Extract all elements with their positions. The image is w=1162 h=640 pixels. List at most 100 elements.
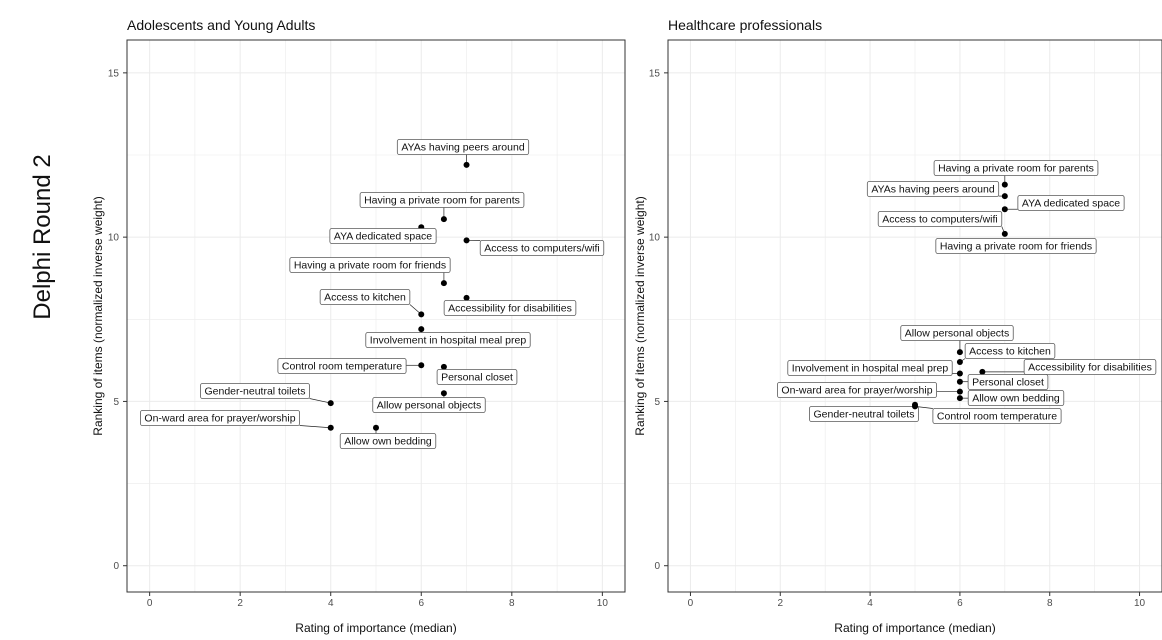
data-label-text: AYAs having peers around [401, 142, 525, 154]
data-point [327, 424, 334, 431]
x-axis-label: Rating of importance (median) [834, 621, 995, 635]
data-label-text: Access to kitchen [324, 292, 406, 304]
data-label-text: Personal closet [441, 372, 513, 384]
y-tick-label: 10 [649, 233, 661, 244]
data-label-box [200, 383, 310, 399]
data-label: Accessibility for disabilities [1023, 359, 1157, 375]
data-point [956, 395, 963, 402]
data-label-text: Gender-neutral toilets [814, 409, 915, 421]
x-tick-label: 4 [867, 598, 873, 609]
data-point [418, 326, 425, 333]
data-point [1001, 206, 1008, 213]
data-label: Personal closet [967, 374, 1049, 390]
data-label: Having a private room for parents [933, 160, 1099, 176]
data-label-box [777, 382, 937, 398]
x-tick-label: 0 [688, 598, 694, 609]
data-label-box [277, 358, 407, 374]
data-point [912, 403, 918, 410]
data-label: Gender-neutral toilets [200, 383, 310, 399]
data-label-text: Gender-neutral toilets [205, 386, 306, 398]
data-label: Access to computers/wifi [877, 211, 1003, 227]
data-label-box [935, 238, 1097, 254]
data-label: Control room temperature [277, 358, 407, 374]
label-connector [299, 425, 331, 429]
y-axis-label: Ranking of items (normalized inverse wei… [91, 196, 105, 435]
panel-border [667, 39, 1162, 593]
gridlines [668, 40, 1162, 592]
data-point [418, 311, 425, 318]
data-point [463, 294, 470, 301]
data-label-box [787, 360, 953, 376]
data-label: Having a private room for friends [289, 257, 451, 273]
x-axis-label: Rating of importance (median) [295, 621, 456, 635]
x-tick-label: 10 [597, 598, 609, 609]
data-point [418, 362, 425, 369]
data-label: Involvement in hospital meal prep [787, 360, 953, 376]
data-point [956, 359, 963, 365]
data-label-text: Control room temperature [282, 361, 402, 373]
data-label: Access to kitchen [319, 289, 411, 305]
data-label: Allow own bedding [967, 390, 1065, 406]
x-tick-label: 4 [328, 598, 334, 609]
data-label: Allow own bedding [339, 433, 437, 449]
data-label-box [443, 300, 577, 316]
data-label: Involvement in hospital meal prep [365, 332, 531, 348]
x-tick-label: 6 [957, 598, 963, 609]
data-label: On-ward area for prayer/worship [777, 382, 937, 398]
data-point [956, 370, 963, 377]
data-point [327, 400, 334, 407]
data-label-box [359, 192, 525, 208]
data-label-box [436, 369, 518, 385]
data-label: Personal closet [436, 369, 518, 385]
data-label-box [1017, 195, 1125, 211]
data-label-box [933, 160, 1099, 176]
data-label-box [967, 374, 1049, 390]
data-point [373, 424, 379, 431]
data-layer: AYAs having peers around Having a private… [140, 139, 605, 449]
data-label-text: Access to kitchen [969, 346, 1051, 358]
data-label: Gender-neutral toilets [809, 406, 919, 422]
x-tick-label: 6 [418, 598, 424, 609]
data-point [1001, 181, 1008, 188]
y-tick-label: 10 [108, 233, 120, 244]
x-tick-label: 2 [777, 598, 783, 609]
data-label-box [479, 240, 605, 256]
data-label-box [1023, 359, 1157, 375]
data-label-box [339, 433, 437, 449]
data-point [956, 378, 963, 385]
data-label-text: AYAs having peers around [871, 184, 995, 196]
data-label-text: Accessibility for disabilities [448, 303, 572, 315]
y-tick-label: 5 [113, 397, 119, 408]
data-label-box [396, 139, 530, 155]
data-label-box [365, 332, 531, 348]
data-point [1001, 230, 1008, 237]
y-tick-label: 15 [649, 68, 661, 79]
y-tick-label: 0 [113, 561, 119, 572]
data-label-text: Access to computers/wifi [882, 214, 998, 226]
data-label-text: On-ward area for prayer/worship [144, 413, 295, 425]
data-label-box [289, 257, 451, 273]
data-label-text: Allow own bedding [344, 436, 432, 448]
data-label: Access to kitchen [964, 343, 1056, 359]
data-label-text: Having a private room for parents [364, 195, 520, 207]
data-label: AYAs having peers around [396, 139, 530, 155]
data-label-text: Allow personal objects [377, 400, 481, 412]
label-connector [914, 406, 933, 409]
panel-title: Adolescents and Young Adults [127, 17, 315, 33]
data-label: On-ward area for prayer/worship [140, 410, 300, 426]
data-point [979, 368, 986, 375]
data-label-text: AYA dedicated space [1022, 198, 1120, 210]
data-point [440, 390, 447, 397]
x-tick-label: 0 [147, 598, 153, 609]
data-label: Control room temperature [932, 408, 1062, 424]
data-point [463, 237, 470, 244]
data-label: Having a private room for friends [935, 238, 1097, 254]
data-label-box [319, 289, 411, 305]
data-label-text: Involvement in hospital meal prep [792, 363, 949, 375]
data-label-text: On-ward area for prayer/worship [781, 385, 932, 397]
panel-1: 0 2 4 6 8 10 0 5 10 15 Adolescents and Young Adult… [91, 17, 626, 635]
x-tick-label: 10 [1134, 598, 1146, 609]
data-label-box [967, 390, 1065, 406]
data-label-text: Control room temperature [937, 411, 1057, 423]
